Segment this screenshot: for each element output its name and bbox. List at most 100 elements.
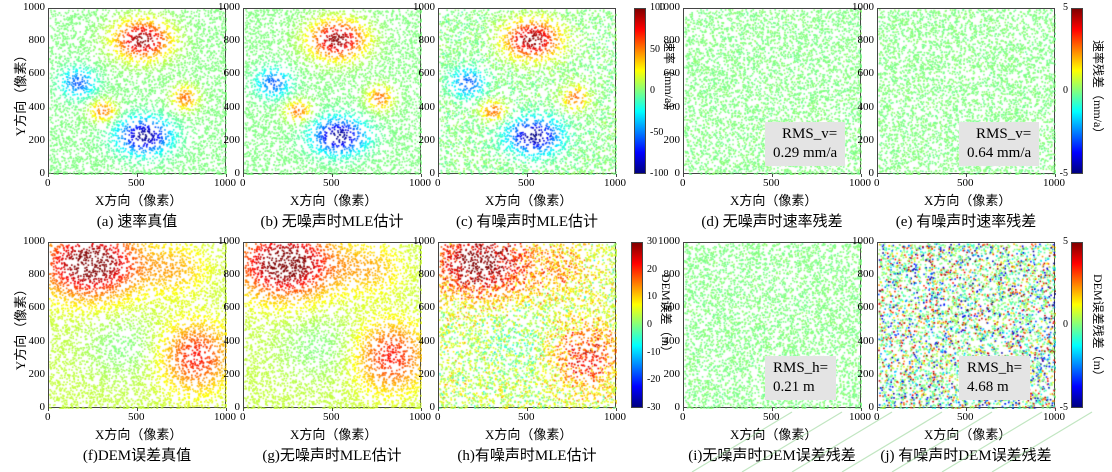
x-tick-mark <box>332 174 333 177</box>
x-tick-label: 0 <box>874 411 880 423</box>
panel-caption-e: (e) 有噪声时速率残差 <box>895 214 1037 230</box>
y-tick-label: 400 <box>418 334 436 347</box>
y-tick-label: 0 <box>39 401 46 413</box>
x-tick-label: 0 <box>45 177 51 189</box>
colorbar-tick: 0 <box>1063 85 1068 96</box>
colorbar-tick: 5 <box>1063 2 1068 13</box>
x-tick-mark <box>966 174 967 177</box>
x-tick-mark <box>48 174 49 177</box>
x-axis-label: X方向（像素） <box>924 193 1012 208</box>
colorbar-label: 速率（mm/a） <box>662 40 676 116</box>
rms-line: 0.64 mm/a <box>967 145 1032 161</box>
x-tick-label: 0 <box>874 177 880 189</box>
x-tick-mark <box>137 408 138 411</box>
y-tick-label: 200 <box>857 367 875 380</box>
y-tick-label: 1000 <box>658 1 680 13</box>
y-tick-label: 600 <box>857 301 875 314</box>
y-tick-label: 200 <box>223 367 241 380</box>
y-tick-label: 1000 <box>218 1 240 13</box>
colorbar-tick: -50 <box>650 126 664 138</box>
x-tick-label: 500 <box>957 177 974 189</box>
x-tick-mark <box>48 408 49 411</box>
x-tick-label: 500 <box>763 411 780 423</box>
y-tick-label: 400 <box>28 100 46 113</box>
x-tick-label: 500 <box>957 411 974 423</box>
y-tick-label: 0 <box>234 401 241 413</box>
y-tick-label: 800 <box>857 34 875 47</box>
y-tick-label: 400 <box>28 334 46 347</box>
x-tick-label: 1000 <box>409 411 431 423</box>
x-tick-mark <box>243 408 244 411</box>
x-tick-label: 1000 <box>1043 411 1065 423</box>
x-tick-mark <box>877 408 878 411</box>
scatter-plot-f <box>48 242 227 409</box>
y-tick-label: 800 <box>418 268 436 281</box>
rms-line: RMS_v= <box>782 126 838 142</box>
x-tick-label: 1000 <box>214 177 236 189</box>
colorbar-tick: -20 <box>647 374 661 386</box>
y-tick-label: 600 <box>418 67 436 80</box>
rms-annotation-d: RMS_v= 0.29 mm/a <box>765 122 846 166</box>
x-tick-mark <box>683 174 684 177</box>
x-tick-label: 1000 <box>214 411 236 423</box>
x-tick-label: 1000 <box>604 411 626 423</box>
x-axis-label: X方向（像素） <box>485 193 573 208</box>
colorbar-velocity <box>634 8 646 174</box>
rms-annotation-j: RMS_h= 4.68 m <box>959 356 1031 400</box>
y-tick-label: 1000 <box>852 1 874 13</box>
y-tick-label: 800 <box>28 34 46 47</box>
colorbar-tick: 0 <box>650 85 655 96</box>
y-tick-label: 0 <box>674 167 681 179</box>
x-tick-label: 0 <box>680 411 686 423</box>
y-tick-label: 200 <box>663 367 681 380</box>
colorbar-tick: 0 <box>1063 319 1068 330</box>
x-tick-label: 1000 <box>604 177 626 189</box>
y-tick-label: 1000 <box>218 235 240 247</box>
y-tick-label: 1000 <box>852 235 874 247</box>
x-tick-mark <box>861 174 862 177</box>
y-tick-label: 600 <box>28 301 46 314</box>
y-tick-label: 800 <box>663 34 681 47</box>
x-tick-label: 500 <box>323 411 340 423</box>
rms-line: RMS_v= <box>976 126 1032 142</box>
y-tick-label: 400 <box>223 334 241 347</box>
y-tick-label: 0 <box>429 401 436 413</box>
x-tick-mark <box>226 174 227 177</box>
x-tick-label: 0 <box>240 177 246 189</box>
colorbar-tick: 5 <box>1063 236 1068 247</box>
scatter-points-g <box>244 243 422 409</box>
rms-line: RMS_h= <box>967 360 1023 376</box>
colorbar-label: DEM误差残差（m） <box>1091 274 1105 383</box>
x-tick-label: 500 <box>518 177 535 189</box>
y-tick-label: 200 <box>223 133 241 146</box>
x-axis-label: X方向（像素） <box>290 193 378 208</box>
x-tick-mark <box>1055 174 1056 177</box>
x-tick-label: 0 <box>45 411 51 423</box>
y-tick-label: 0 <box>429 167 436 179</box>
y-tick-label: 600 <box>418 301 436 314</box>
y-tick-label: 400 <box>663 100 681 113</box>
y-tick-label: 200 <box>418 367 436 380</box>
x-tick-mark <box>527 174 528 177</box>
y-tick-label: 600 <box>663 67 681 80</box>
y-tick-label: 600 <box>223 67 241 80</box>
y-tick-label: 800 <box>857 268 875 281</box>
panel-caption-g: (g)无噪声时MLE估计 <box>262 448 402 464</box>
x-axis-label: X方向（像素） <box>95 427 183 442</box>
x-axis-label: X方向（像素） <box>290 427 378 442</box>
x-tick-label: 500 <box>128 177 145 189</box>
y-tick-label: 0 <box>39 167 46 179</box>
y-tick-label: 1000 <box>23 1 45 13</box>
scatter-plot-g <box>243 242 422 409</box>
scatter-points-b <box>244 9 422 175</box>
x-tick-label: 500 <box>323 177 340 189</box>
x-tick-mark <box>966 408 967 411</box>
y-axis-label: Y方向（像素） <box>13 282 29 371</box>
y-tick-label: 1000 <box>658 235 680 247</box>
scatter-plot-h <box>438 242 617 409</box>
panel-caption-j: (j) 有噪声时DEM误差残差 <box>880 448 1052 464</box>
rms-line: 0.21 m <box>773 379 815 395</box>
y-tick-label: 800 <box>28 268 46 281</box>
y-tick-label: 0 <box>868 401 875 413</box>
x-tick-mark <box>683 408 684 411</box>
